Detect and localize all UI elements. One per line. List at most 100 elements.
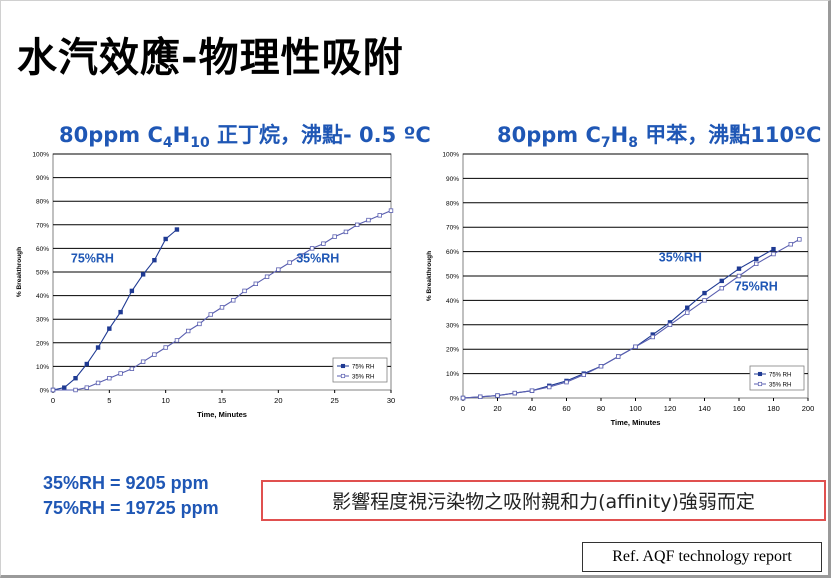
data-point xyxy=(50,387,56,393)
legend-label: 35% RH xyxy=(352,374,374,380)
data-point xyxy=(332,234,337,239)
x-tick-label: 20 xyxy=(274,396,282,405)
right-heading-sub2: 8 xyxy=(628,135,638,152)
data-point xyxy=(140,272,146,277)
x-tick-label: 100 xyxy=(629,404,642,413)
slide-title: 水汽效應-物理性吸附 xyxy=(17,35,404,81)
right-heading-sub1: 7 xyxy=(600,135,611,152)
data-point xyxy=(174,227,180,232)
data-point xyxy=(719,278,724,284)
data-point xyxy=(797,237,802,242)
right-heading-mid: H xyxy=(610,123,629,147)
data-point xyxy=(73,387,78,393)
x-tick-label: 5 xyxy=(107,396,111,405)
legend-label: 75% RH xyxy=(769,372,791,378)
y-tick-label: 50% xyxy=(446,274,459,281)
data-point xyxy=(95,380,101,386)
data-point xyxy=(667,322,673,327)
data-point xyxy=(185,328,191,334)
left-heading-sub2: 10 xyxy=(190,135,210,152)
x-tick-label: 15 xyxy=(218,396,226,405)
y-tick-label: 30% xyxy=(36,317,49,324)
data-point xyxy=(581,372,586,378)
data-point xyxy=(771,246,776,252)
data-point xyxy=(118,371,123,376)
data-point xyxy=(754,256,759,262)
data-point xyxy=(754,261,759,266)
y-tick-label: 60% xyxy=(36,246,49,253)
left-heading-prefix: 80ppm C xyxy=(59,123,163,147)
legend-marker xyxy=(757,371,763,377)
y-tick-label: 0% xyxy=(450,396,460,403)
legend-marker xyxy=(340,363,346,369)
toluene-breakthrough-chart: 0% 10% 20% 30% 40% 50% 60% 70% 80% 90% 100% 0 20 40 60… xyxy=(426,152,814,428)
right-chart-heading: 80ppm C7H8 甲苯，沸點110ºC xyxy=(497,119,821,151)
y-tick-label: 20% xyxy=(36,340,49,347)
data-point xyxy=(231,298,236,303)
data-point xyxy=(253,281,258,286)
data-point xyxy=(650,334,655,340)
left-heading-mid: H xyxy=(172,123,191,147)
data-point xyxy=(616,354,621,359)
data-point xyxy=(478,394,483,399)
data-point xyxy=(633,344,638,349)
data-point xyxy=(152,352,157,357)
x-tick-label: 80 xyxy=(597,404,605,413)
reference-box: Ref. AQF technology report xyxy=(582,542,822,572)
x-tick-label: 40 xyxy=(528,404,536,413)
data-point xyxy=(298,253,304,258)
legend-label: 35% RH xyxy=(769,382,791,388)
data-point xyxy=(129,366,135,371)
legend-marker xyxy=(340,373,346,379)
data-point xyxy=(152,258,157,263)
data-point xyxy=(95,345,101,350)
data-point xyxy=(107,326,112,331)
y-tick-label: 50% xyxy=(36,270,49,277)
y-tick-label: 90% xyxy=(36,175,49,182)
y-tick-label: 80% xyxy=(36,199,49,206)
y-tick-label: 70% xyxy=(446,225,459,232)
data-point xyxy=(264,274,270,279)
x-tick-label: 160 xyxy=(733,404,746,413)
left-chart-heading: 80ppm C4H10 正丁烷，沸點- 0.5 ºC xyxy=(59,119,431,151)
data-point xyxy=(388,208,394,213)
y-tick-label: 20% xyxy=(446,347,459,354)
data-point xyxy=(564,379,569,385)
data-point xyxy=(719,285,724,291)
y-tick-label: 0% xyxy=(40,388,50,395)
data-point xyxy=(702,290,707,296)
series-annotation: 35%RH xyxy=(659,250,702,264)
data-point xyxy=(73,375,78,381)
y-axis-label: % Breakthrough xyxy=(426,251,433,301)
x-tick-label: 120 xyxy=(664,404,677,413)
ppm-75rh: 75%RH = 19725 ppm xyxy=(43,498,219,518)
y-tick-label: 10% xyxy=(446,371,459,378)
data-point xyxy=(242,288,247,294)
y-tick-label: 70% xyxy=(36,222,49,229)
data-point xyxy=(736,266,742,271)
legend-marker xyxy=(757,381,763,387)
right-heading-suffix: 甲苯，沸點110ºC xyxy=(637,123,822,147)
data-point xyxy=(460,395,466,401)
data-point xyxy=(771,251,776,257)
x-tick-label: 20 xyxy=(493,404,501,413)
data-point xyxy=(354,222,360,227)
data-point xyxy=(366,217,371,223)
data-point xyxy=(788,242,793,247)
y-tick-label: 30% xyxy=(446,322,459,329)
data-point xyxy=(495,393,500,398)
y-tick-label: 90% xyxy=(446,176,459,183)
data-point xyxy=(62,385,67,390)
data-point xyxy=(309,246,315,251)
y-tick-label: 60% xyxy=(446,249,459,256)
data-point xyxy=(377,213,382,218)
data-point xyxy=(702,298,707,303)
data-point xyxy=(276,267,281,272)
data-point xyxy=(118,309,123,315)
data-point xyxy=(529,388,535,393)
data-point xyxy=(84,361,89,367)
x-tick-label: 180 xyxy=(767,404,780,413)
x-tick-label: 25 xyxy=(330,396,338,405)
data-point xyxy=(512,390,517,396)
